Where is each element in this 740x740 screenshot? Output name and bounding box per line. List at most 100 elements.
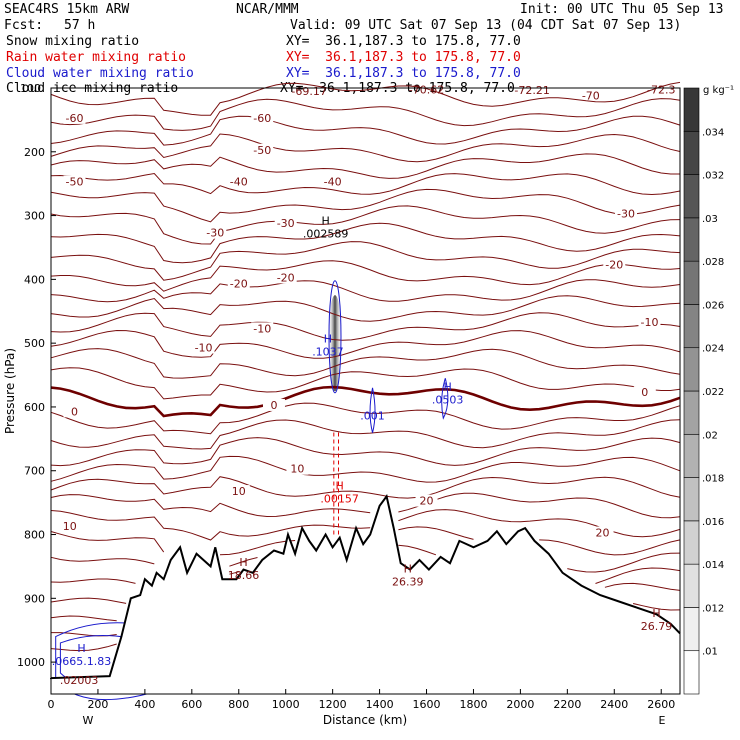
init-time: Init: 00 UTC Thu 05 Sep 13 — [520, 2, 724, 17]
temperature-contour-label: -40 — [324, 176, 342, 189]
contour-label-bg — [204, 226, 227, 239]
cloud-water-contour — [369, 387, 376, 433]
model-title: SEAC4RS 15km ARW — [4, 2, 130, 17]
colorbar-band — [683, 130, 700, 175]
contour-label-bg — [227, 485, 250, 498]
x-tick-label: 2600 — [647, 698, 675, 711]
contour-label-bg — [415, 494, 438, 507]
y-tick-label: 1000 — [17, 656, 45, 669]
y-tick-top: 100 — [20, 82, 41, 95]
temperature-contour-line — [50, 172, 681, 196]
temperature-contour-line — [50, 582, 681, 604]
colorbar-band — [683, 477, 700, 522]
y-tick-label: 800 — [24, 529, 45, 542]
x-tick-label: 800 — [228, 698, 249, 711]
contour-label-bg — [591, 526, 614, 539]
field-name-cloud-water: Cloud water mixing ratio — [6, 66, 194, 81]
contour-label-bg — [227, 175, 250, 188]
temperature-contour-line — [50, 241, 681, 281]
contour-label-bg — [63, 111, 86, 124]
temperature-contour-line — [50, 603, 681, 622]
extremum-mark: H — [404, 562, 412, 575]
temperature-contour-label: 10 — [232, 485, 246, 498]
valid-time: Valid: 09 UTC Sat 07 Sep 13 (04 CDT Sat … — [290, 18, 682, 33]
x-tick-label: 400 — [134, 698, 155, 711]
x-tick-label: 1800 — [459, 698, 487, 711]
colorbar-band — [683, 650, 700, 695]
temperature-contour-label: -50 — [253, 144, 271, 157]
temperature-contour-line — [50, 205, 681, 245]
y-axis-label: Pressure (hPa) — [3, 348, 17, 434]
x-tick-label: 1000 — [272, 698, 300, 711]
contour-label-bg — [192, 341, 215, 354]
colorbar-tick-label: .014 — [702, 560, 724, 571]
temperature-contour-label: -30 — [277, 217, 295, 230]
colorbar-band — [683, 347, 700, 392]
terrain-layer — [50, 493, 681, 694]
temperature-contour-line — [50, 312, 681, 341]
temperature-contour-line — [50, 348, 681, 379]
colorbar-tick-label: .032 — [702, 171, 724, 182]
contour-label-bg — [58, 520, 81, 533]
contour-label-bg — [633, 386, 656, 399]
colorbar: .01 .012 .014 .016 .018 .02 .022 .024 .026 .028 .0… — [683, 87, 724, 695]
colorbar-band — [683, 433, 700, 478]
contour-label-bg — [286, 462, 309, 475]
x-tick-label: 1400 — [366, 698, 394, 711]
extremum-value: .001 — [360, 410, 385, 423]
west-label: W — [83, 714, 94, 727]
east-label: E — [659, 714, 666, 727]
colorbar-tick-label: .012 — [702, 603, 724, 614]
y-tick-label: 400 — [24, 273, 45, 286]
temperature-contour-line — [50, 544, 681, 573]
contour-label-bg — [63, 175, 86, 188]
temperature-contour-line — [50, 437, 681, 467]
temperature-contour-line — [50, 643, 117, 652]
temperature-contour-line — [50, 567, 681, 584]
temperature-contour-label: 0 — [270, 399, 277, 412]
temperature-contour-line — [50, 115, 681, 146]
org-label: NCAR/MMM — [236, 2, 299, 17]
temperature-contour-line — [50, 492, 681, 519]
extremum-value: .00157 — [320, 492, 359, 505]
temperature-contour-label: -10 — [195, 342, 213, 355]
temperature-contour-label: -60 — [253, 112, 271, 125]
colorbar-band — [683, 87, 700, 132]
rain-water-contour — [333, 432, 340, 535]
extremum-mark: H — [77, 642, 85, 655]
terrain-line — [50, 493, 681, 680]
y-tick-label: 900 — [24, 592, 45, 605]
terrain-fill — [51, 496, 680, 694]
temperature-contour-line — [50, 133, 681, 163]
extremum-value: .02003 — [60, 674, 99, 687]
extremum-value: .1037 — [312, 346, 344, 359]
extremum-mark: H — [239, 556, 247, 569]
colorbar-units: g kg⁻¹ — [703, 85, 734, 96]
cloud-water-contour — [441, 378, 449, 420]
colorbar-band — [683, 174, 700, 219]
temperature-contour-line — [50, 153, 680, 179]
freezing-level-line — [50, 385, 681, 418]
axes: 0 200 400 600 800 1000 1200 1400 1600 1800 2000 220… — [17, 146, 675, 711]
contour-label-bg — [638, 316, 661, 329]
temperature-contour-line — [50, 98, 681, 131]
colorbar-tick-label: .01 — [702, 647, 718, 658]
colorbar-band — [683, 217, 700, 262]
contour-label-bg — [262, 398, 285, 411]
top-contour-label: -72.21 — [514, 84, 549, 97]
temperature-contour-label: -20 — [277, 271, 295, 284]
y-tick-label: 200 — [24, 146, 45, 159]
temperature-contour-label: 10 — [290, 463, 304, 476]
temperature-contours — [50, 81, 681, 652]
extremum-mark: H — [652, 607, 660, 620]
temperature-contour-label: 0 — [641, 386, 648, 399]
temperature-contour-line — [50, 295, 681, 322]
temperature-contour-label: -40 — [230, 176, 248, 189]
temperature-contour-line — [50, 329, 681, 359]
y-tick-label: 700 — [24, 465, 45, 478]
extremum-mark: H — [444, 381, 452, 394]
extremum-value: .0503 — [432, 394, 464, 407]
contour-label-bg — [251, 143, 274, 156]
x-tick-label: 2200 — [553, 698, 581, 711]
